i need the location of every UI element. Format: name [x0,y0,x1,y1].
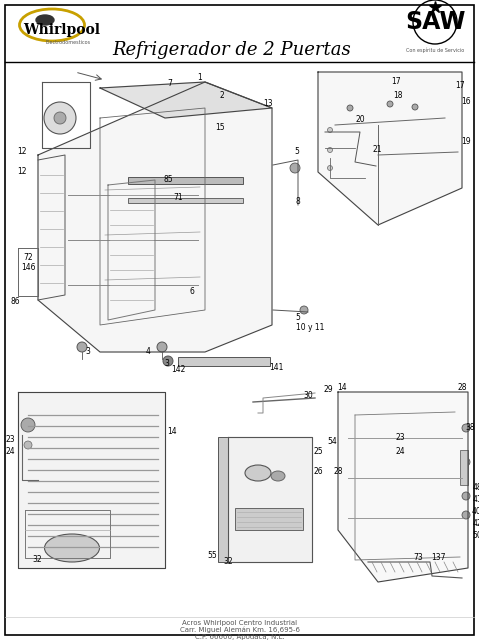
Polygon shape [38,82,272,352]
Text: 15: 15 [215,124,225,132]
Circle shape [300,306,308,314]
Text: 5: 5 [296,314,300,323]
Circle shape [462,458,470,466]
Bar [128,198,243,203]
Text: 146: 146 [21,264,35,273]
Text: 8: 8 [296,198,300,207]
Polygon shape [318,72,462,225]
Ellipse shape [271,471,285,481]
Text: 25: 25 [313,447,323,456]
Text: Whirlpool: Whirlpool [23,23,101,37]
Text: 14: 14 [167,428,177,436]
Text: 4: 4 [146,348,150,356]
Text: 55: 55 [207,550,217,559]
Text: 30: 30 [303,392,313,401]
Circle shape [347,105,353,111]
Text: 85: 85 [163,175,173,184]
Text: 5: 5 [295,147,299,157]
Bar [218,437,228,562]
Text: 28: 28 [333,467,343,477]
Ellipse shape [245,465,271,481]
Text: C.P. 66600, Apodaca, N.L.: C.P. 66600, Apodaca, N.L. [195,634,285,640]
Text: 3: 3 [165,360,170,369]
Text: 142: 142 [171,365,185,374]
Text: 18: 18 [393,92,403,100]
Polygon shape [228,437,312,562]
Text: 12: 12 [17,147,27,157]
Circle shape [157,342,167,352]
Text: 13: 13 [263,99,273,109]
Bar [235,508,303,530]
Text: 20: 20 [355,115,365,125]
Text: 40: 40 [472,508,479,516]
Text: SAW: SAW [405,10,465,34]
Circle shape [462,511,470,519]
Text: 19: 19 [461,138,471,147]
Circle shape [328,127,332,132]
Polygon shape [100,82,272,118]
Circle shape [163,356,173,366]
Circle shape [290,163,300,173]
Text: 21: 21 [372,145,382,154]
Text: 16: 16 [461,97,471,106]
Polygon shape [338,392,468,582]
Text: 28: 28 [457,383,467,392]
Text: 24: 24 [395,447,405,456]
Text: 73: 73 [413,554,423,563]
Text: 26: 26 [313,467,323,477]
Text: 2: 2 [220,92,224,100]
Text: 10 y 11: 10 y 11 [296,323,324,333]
Circle shape [462,492,470,500]
Text: Electrodómesticos: Electrodómesticos [46,40,91,45]
Text: Con espíritu de Servicio: Con espíritu de Servicio [406,47,464,52]
Text: 23: 23 [5,435,15,445]
Circle shape [387,101,393,107]
Text: 32: 32 [32,556,42,564]
Ellipse shape [45,534,100,562]
Text: 72: 72 [23,253,33,262]
Text: 71: 71 [173,193,183,202]
Polygon shape [18,392,165,568]
Text: 23: 23 [395,433,405,442]
Text: 17: 17 [455,81,465,90]
Text: 48: 48 [472,483,479,493]
Text: 50: 50 [472,531,479,541]
Text: 38: 38 [465,424,475,433]
Ellipse shape [36,15,54,25]
Text: Carr. Miguel Alemán Km. 16,695-6: Carr. Miguel Alemán Km. 16,695-6 [180,627,300,633]
Text: 137: 137 [431,554,445,563]
Text: 17: 17 [391,77,401,86]
Circle shape [328,147,332,152]
Circle shape [21,418,35,432]
Circle shape [462,424,470,432]
Text: 141: 141 [269,364,283,372]
Bar [178,357,270,366]
Circle shape [328,166,332,170]
Text: 12: 12 [17,168,27,177]
Text: 42: 42 [472,520,479,529]
Text: 3: 3 [86,348,91,356]
Bar [128,177,243,184]
Text: 7: 7 [168,79,172,88]
Text: 14: 14 [337,383,347,392]
Circle shape [77,342,87,352]
Circle shape [44,102,76,134]
Text: 54: 54 [327,438,337,447]
Text: 41: 41 [472,495,479,504]
Text: 29: 29 [323,385,333,394]
Bar [460,450,468,485]
Circle shape [412,104,418,110]
Text: 32: 32 [223,557,233,566]
Circle shape [24,441,32,449]
Text: 1: 1 [198,74,202,83]
Text: Refrigerador de 2 Puertas: Refrigerador de 2 Puertas [113,41,352,59]
Text: 24: 24 [5,447,15,456]
Text: Acros Whirlpool Centro Industrial: Acros Whirlpool Centro Industrial [182,620,297,626]
Circle shape [54,112,66,124]
Text: 86: 86 [10,298,20,307]
Text: 6: 6 [190,287,194,296]
